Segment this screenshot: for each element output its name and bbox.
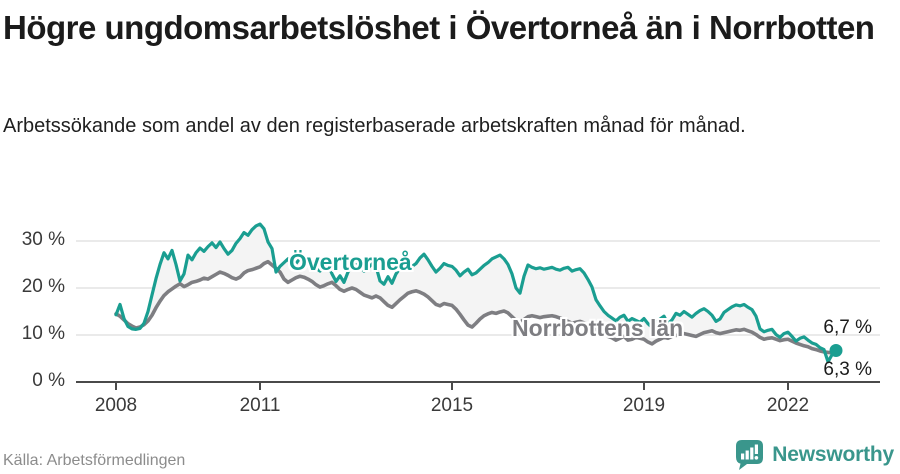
x-axis-tick-2022: 2022: [766, 395, 810, 416]
series-label-overtornea: Övertorneå: [289, 249, 412, 275]
series-line--vertorne-: [114, 222, 838, 364]
series-end-dot: [829, 344, 843, 358]
series-label-norrbotten: Norrbottens län: [512, 315, 684, 341]
x-axis-tick-2011: 2011: [239, 395, 281, 416]
page-title: Högre ungdomsarbetslöshet i Övertorneå ä…: [3, 9, 875, 46]
series-gap-band: [116, 224, 836, 362]
x-axis-tick-2019: 2019: [622, 395, 666, 416]
y-axis-tick-20: 20 %: [21, 276, 65, 297]
source-attribution: Källa: Arbetsförmedlingen: [3, 452, 186, 469]
y-axis-tick-30: 30 %: [21, 229, 65, 250]
y-axis-tick-10: 10 %: [21, 323, 65, 344]
end-value-label-overtornea: 6,7 %: [823, 317, 872, 338]
x-axis-tick-2008: 2008: [94, 395, 138, 416]
brand-name: Newsworthy: [772, 443, 894, 466]
series-line-norrbottens-l-n: [114, 259, 838, 355]
chart-subtitle: Arbetssökande som andel av den registerb…: [3, 115, 746, 137]
end-value-label-norrbotten: 6,3 %: [823, 359, 872, 380]
x-axis-tick-2015: 2015: [430, 395, 474, 416]
brand-logo: Newsworthy: [735, 439, 894, 471]
y-axis-tick-0: 0 %: [32, 370, 65, 391]
newsworthy-bubble-icon: [736, 440, 764, 470]
